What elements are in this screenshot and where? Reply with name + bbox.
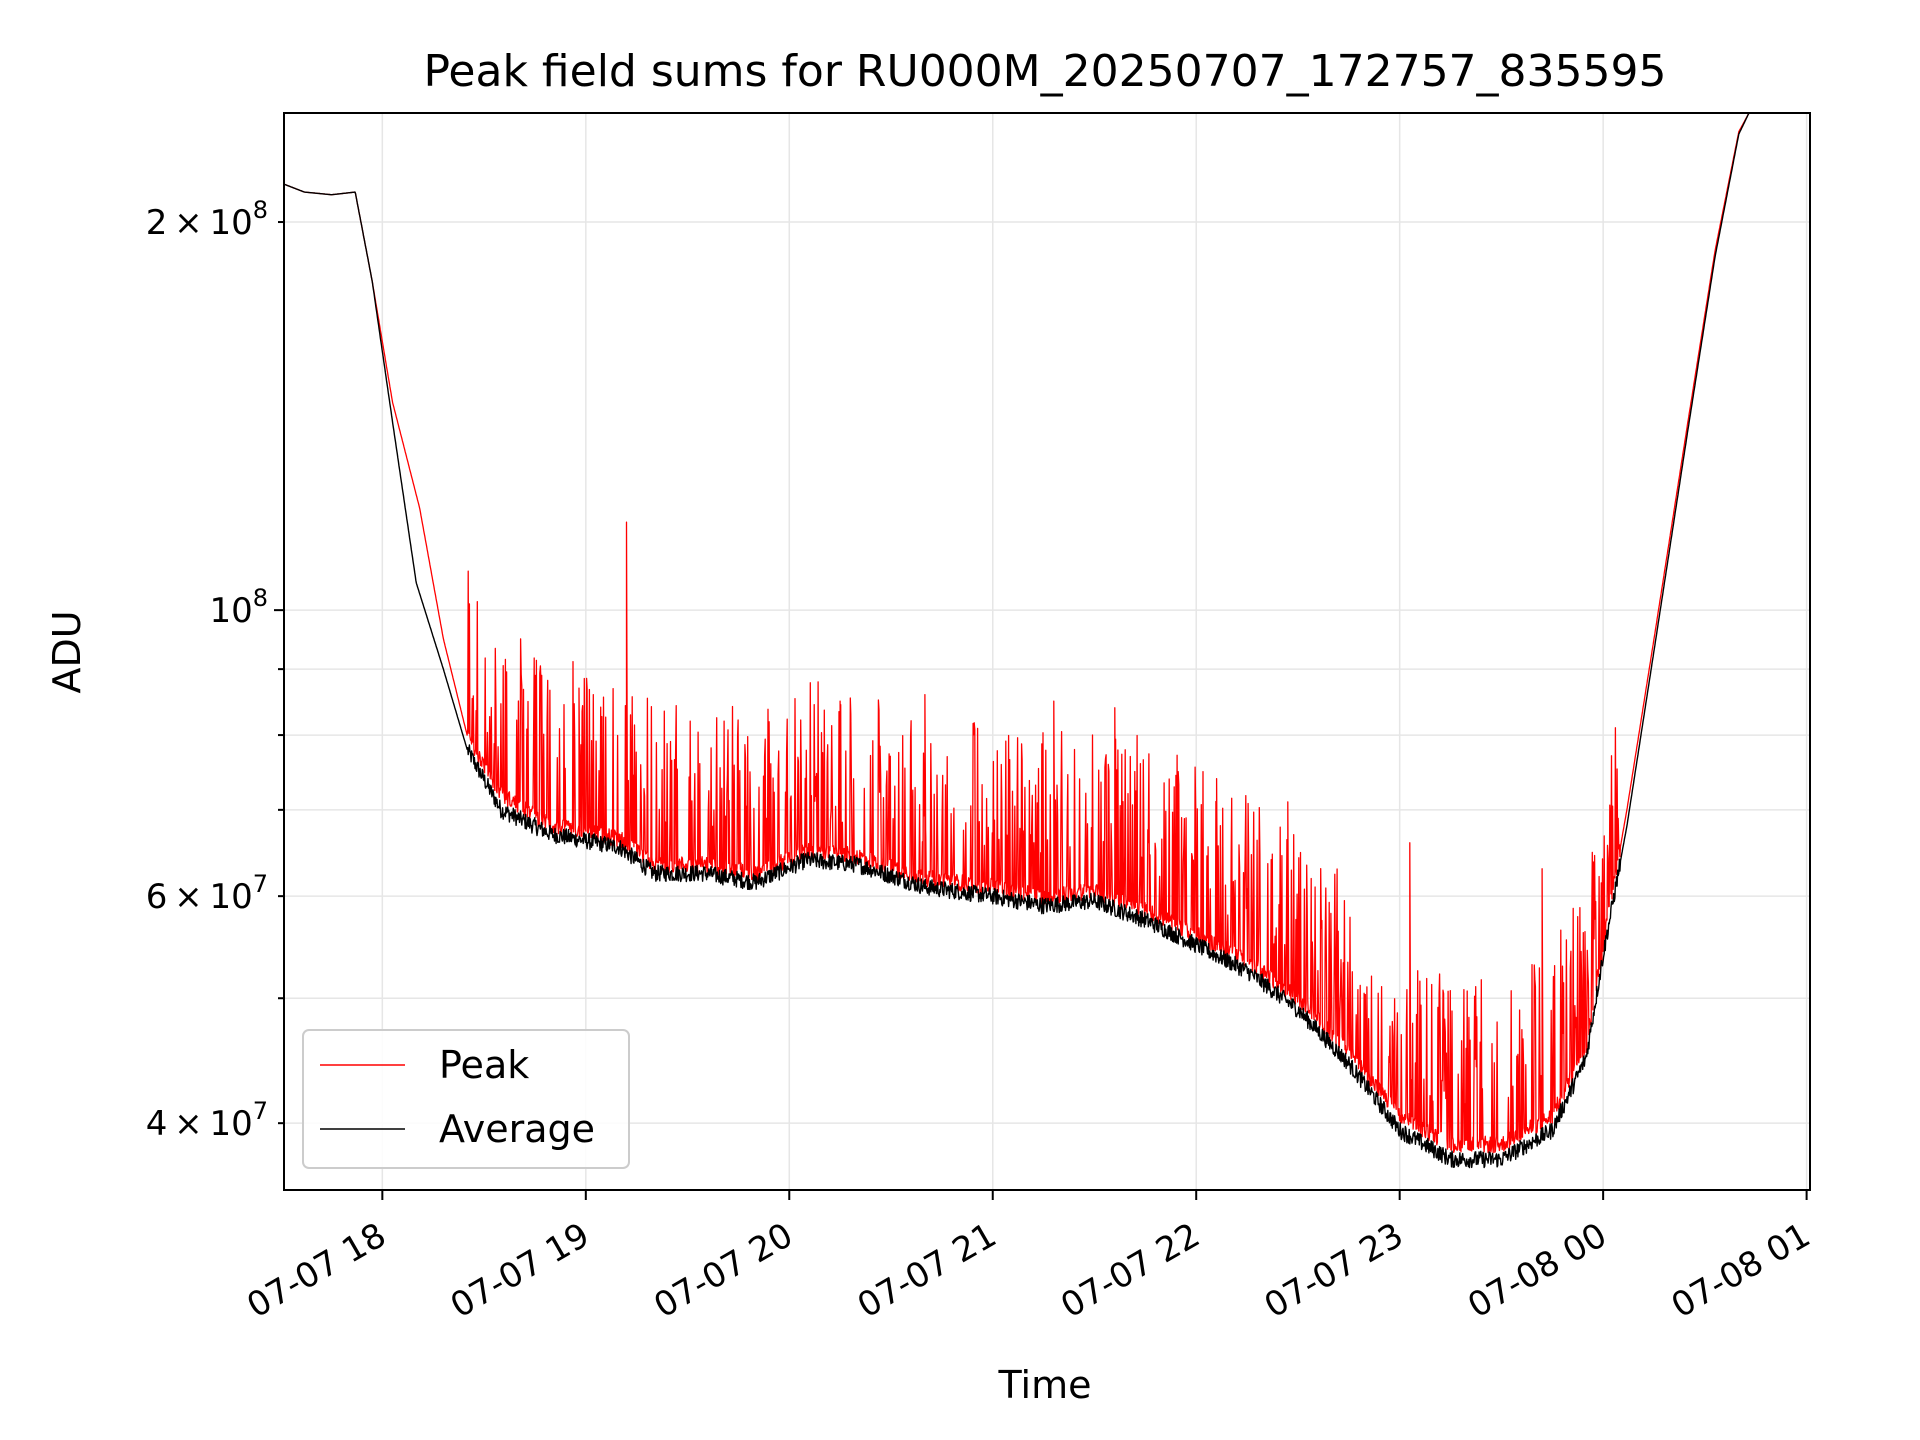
legend-label-average: Average — [439, 1107, 595, 1151]
series-line-average — [283, 112, 1750, 1169]
y-tick-label: 2 × 108 — [146, 196, 268, 243]
plot-frame — [283, 112, 1811, 1191]
y-axis: 4 × 107 6 × 107 108 2 × 108 — [146, 196, 284, 1144]
grid — [284, 113, 1810, 1190]
series-line-peak — [283, 112, 1750, 1154]
y-axis-label: ADU — [45, 610, 89, 693]
legend-label-peak: Peak — [439, 1043, 529, 1087]
chart-title: Peak field sums for RU000M_20250707_1727… — [423, 46, 1666, 97]
legend: Peak Average — [302, 1029, 630, 1169]
y-tick-label: 6 × 107 — [146, 870, 268, 917]
series-layer — [283, 112, 1750, 1169]
x-axis-label: Time — [998, 1363, 1092, 1407]
y-tick-label: 4 × 107 — [146, 1097, 268, 1144]
y-tick-label: 108 — [209, 584, 268, 631]
